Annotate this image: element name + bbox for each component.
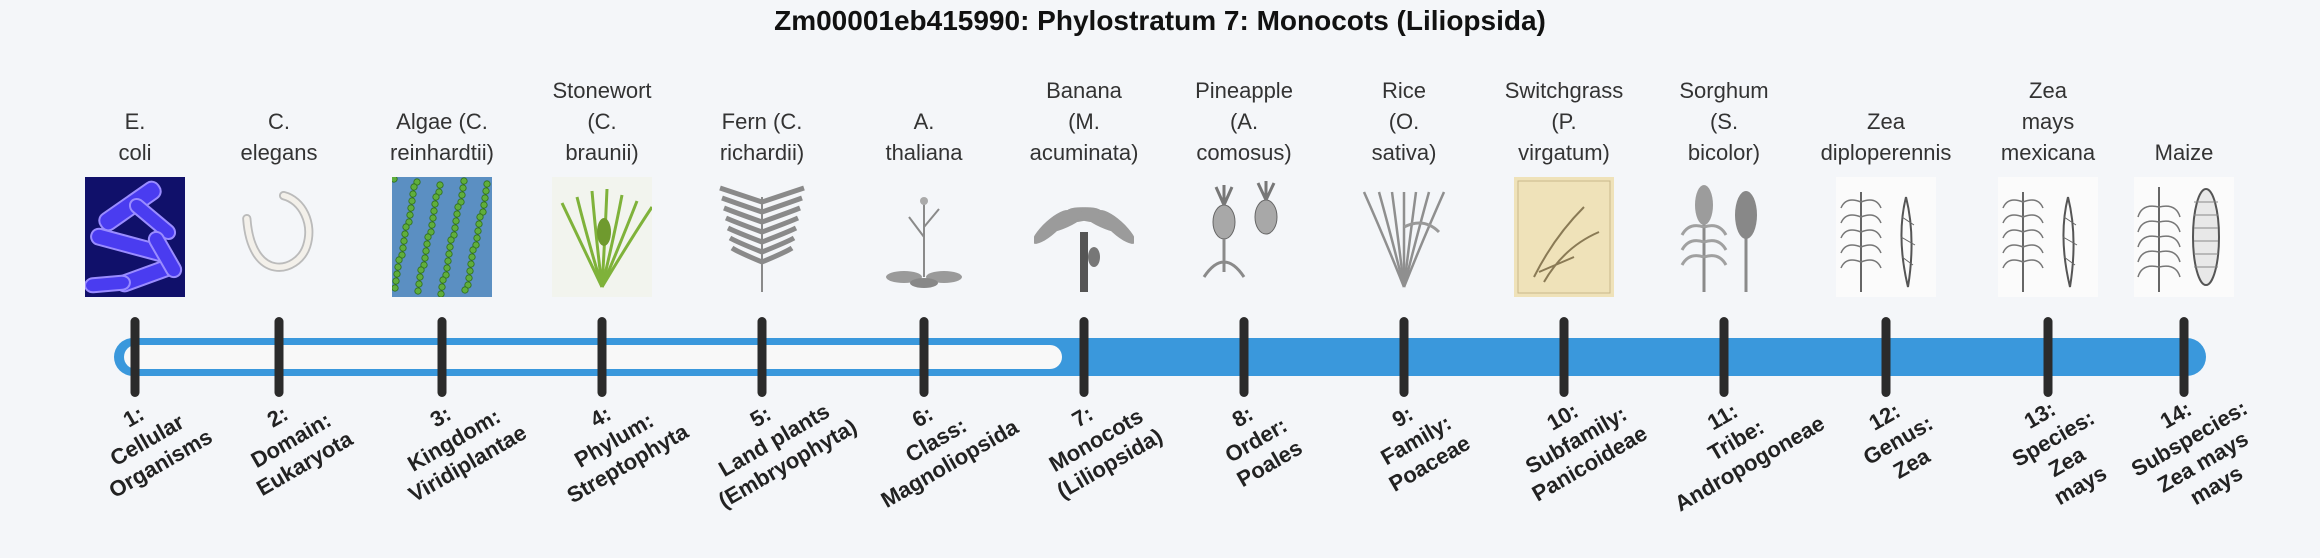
timeline-tick [1719, 317, 1729, 397]
organism-name: A. thaliana [885, 109, 963, 165]
teosinte-icon [1836, 177, 1936, 297]
worm-icon [233, 177, 325, 297]
timeline-tick [1239, 317, 1249, 397]
banana-plant-icon [1034, 177, 1134, 297]
timeline-tick [1559, 317, 1569, 397]
maize-icon [2134, 177, 2234, 297]
bacteria-icon [85, 177, 185, 297]
page-title: Zm00001eb415990: Phylostratum 7: Monocot… [774, 5, 1546, 36]
organism-name: Maize [2154, 140, 2214, 165]
organism-name: Rice (O. sativa) [1371, 78, 1437, 165]
timeline-tick [2179, 317, 2189, 397]
switchgrass-icon [1514, 177, 1614, 297]
timeline-tick [757, 317, 767, 397]
timeline-tick [130, 317, 140, 397]
stonewort-icon [552, 177, 652, 297]
timeline-tick [1881, 317, 1891, 397]
organism-name: Switchgrass (P. virgatum) [1504, 78, 1624, 165]
rice-icon [1354, 177, 1454, 297]
sorghum-icon [1674, 177, 1774, 297]
pineapple-icon [1194, 177, 1294, 297]
organism-name: Pineapple (A. comosus) [1195, 78, 1293, 165]
arabidopsis-icon [874, 177, 974, 297]
organism-name: E. coli [118, 109, 152, 165]
algae-icon [392, 177, 492, 297]
organism-name: Sorghum (S. bicolor) [1679, 78, 1769, 165]
fern-icon [712, 177, 812, 297]
timeline-tick [1079, 317, 1089, 397]
timeline-tick [919, 317, 929, 397]
organism-name: C. elegans [240, 109, 318, 165]
timeline-tick [274, 317, 284, 397]
organism-name: Banana (M. acuminata) [1029, 78, 1139, 165]
organism-name: Algae (C. reinhardtii) [390, 109, 494, 165]
timeline-tick [597, 317, 607, 397]
timeline-tick [2043, 317, 2053, 397]
organism-name: Zea mays mexicana [2000, 78, 2096, 165]
organism-name: Zea diploperennis [1820, 109, 1952, 165]
timeline-tick [437, 317, 447, 397]
organism-name: Fern (C. richardii) [719, 109, 805, 165]
teosinte-mexicana-icon [1998, 177, 2098, 297]
timeline-tick [1399, 317, 1409, 397]
organism-name: Stonewort (C. braunii) [552, 78, 652, 165]
